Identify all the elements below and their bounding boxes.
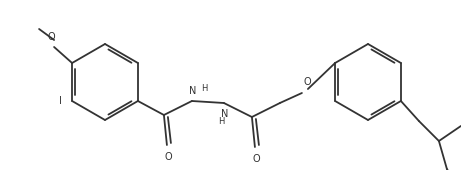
Text: H: H [201, 84, 207, 93]
Text: O: O [252, 154, 260, 164]
Text: I: I [59, 96, 62, 106]
Text: N: N [189, 86, 196, 96]
Text: N: N [221, 109, 229, 119]
Text: O: O [47, 32, 55, 42]
Text: H: H [218, 117, 224, 126]
Text: O: O [303, 77, 311, 87]
Text: O: O [164, 152, 171, 162]
